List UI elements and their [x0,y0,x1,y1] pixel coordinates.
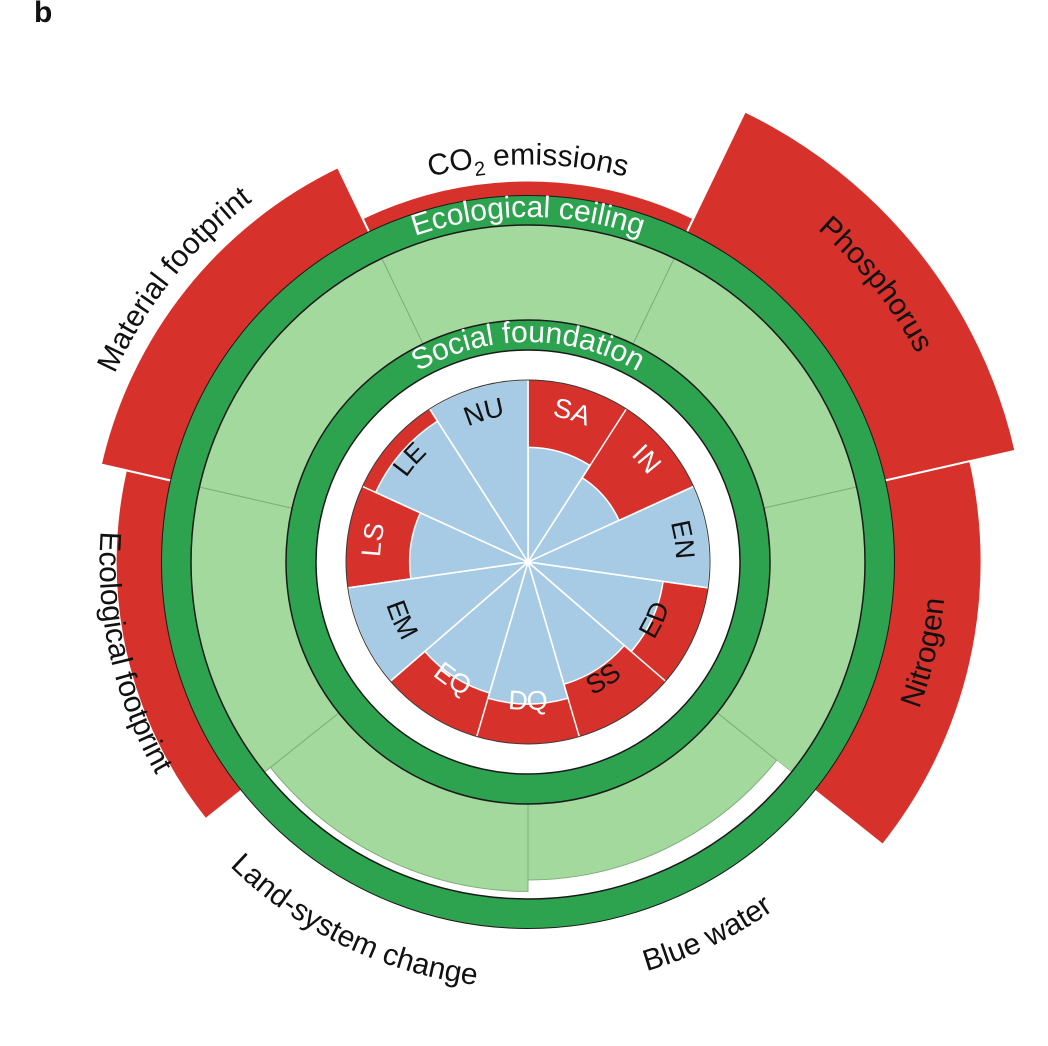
social-code-dq: DQ [507,685,548,716]
social-divider [476,561,529,737]
social-divider [428,408,529,563]
social-divider [362,485,529,563]
social-foundation-ring [286,320,770,804]
social-divider [527,561,709,589]
social-divider [347,561,529,589]
social-outline [345,379,711,745]
safe-space-sectors [190,224,866,900]
ecological-ceiling-ring [162,196,894,928]
social-shortfall-wedges [285,319,771,805]
social-divider [389,561,529,682]
foundation-inner-outline [315,349,741,775]
ceiling-inner-outline [190,224,866,900]
ecological-overshoot-wedges [99,110,1017,929]
eco-label-co-emissions: CO2 emissions [424,138,632,183]
social-wedge-ed [525,560,664,653]
social-divider [527,408,628,563]
social-divider [527,485,694,563]
social-divider [527,561,667,682]
foundation-outer-outline [285,319,771,805]
social-divider [527,561,580,737]
social-wedge-dq [487,559,569,705]
panel-letter: b [34,0,52,29]
social-wedge-eq [423,559,530,694]
social-wedge-le [374,420,531,564]
